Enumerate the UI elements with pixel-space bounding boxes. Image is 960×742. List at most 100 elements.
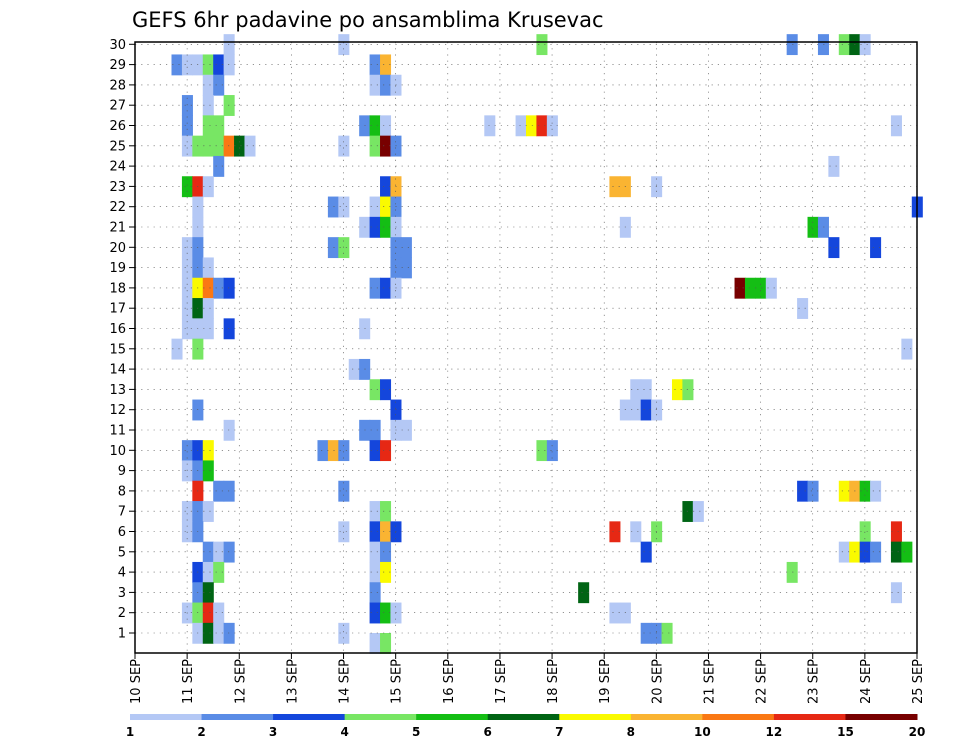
cell-m8-144 [338,480,350,502]
chart-title: GEFS 6hr padavine po ansamblima Krusevac [132,8,604,32]
cell-m26-27 [359,115,371,137]
cell-m18-88 [213,277,225,299]
ytick-label-9: 9 [118,464,126,479]
cell-m20-78 [828,237,840,259]
cell-m19-81 [192,257,204,279]
colorbar-label-4: 5 [412,725,420,739]
plot-frame [134,41,918,654]
cell-m23-52 [380,176,392,198]
cell-m29-9 [181,54,193,76]
cell-m5-169 [202,541,214,563]
cell-m13-113 [630,379,642,401]
colorbar-label-9: 12 [766,725,783,739]
cell-m4-185 [380,561,392,583]
cell-m21-66 [369,216,381,238]
cell-m4-181 [192,561,204,583]
cell-m18-87 [202,277,214,299]
xtick-label-13: 23 SEP [807,659,822,704]
ytick-label-29: 29 [109,58,126,73]
ytick-label-16: 16 [109,322,126,337]
cell-m4-183 [213,561,225,583]
ytick-label-10: 10 [109,444,126,459]
cell-m30-6 [849,34,861,56]
cell-m23-51 [202,176,214,198]
cell-m29-11 [202,54,214,76]
cell-m25-38 [202,135,214,157]
cell-m5-173 [380,541,392,563]
cell-m18-86 [192,277,204,299]
cell-m5-179 [890,541,902,563]
cell-m26-33 [536,115,548,137]
cell-m6-160 [338,521,350,543]
ytick-label-21: 21 [109,221,126,236]
cell-m20-79 [870,237,882,259]
cell-m26-32 [526,115,538,137]
cell-m7-154 [369,501,381,522]
cell-m25-39 [213,135,225,157]
cell-m8-150 [870,480,882,502]
ytick-label-14: 14 [109,363,126,378]
ytick-label-13: 13 [109,383,126,398]
cell-m26-24 [181,115,193,137]
ytick-label-1: 1 [118,627,126,642]
cell-m2-199 [609,602,621,624]
ytick-label-2: 2 [118,606,126,621]
cell-m19-83 [390,257,402,279]
cell-m16-101 [181,318,193,340]
cell-m30-0 [223,34,235,56]
cell-m29-10 [192,54,204,76]
colorbar-segment-5 [487,714,560,720]
colorbar: 1 2 3 4 5 6 7 8 10 12 15 20 [126,714,925,739]
cell-m27-23 [223,95,235,116]
cell-m29-15 [380,54,392,76]
cell-m28-17 [213,74,225,96]
colorbar-label-6: 7 [555,725,563,739]
cell-m10-135 [380,440,392,462]
ytick-label-15: 15 [109,342,126,357]
cell-m5-180 [901,541,913,563]
cell-m17-100 [797,298,809,319]
cell-m25-41 [234,135,246,157]
ytick-label-23: 23 [109,180,126,195]
ytick-label-5: 5 [118,545,126,560]
xtick-label-11: 21 SEP [702,659,717,704]
cell-m5-178 [870,541,882,563]
ytick-label-18: 18 [109,281,126,296]
cell-m24-47 [213,155,225,177]
cell-m28-18 [369,74,381,96]
colorbar-label-1: 2 [197,725,205,739]
cell-m14-110 [359,358,371,380]
cell-m19-82 [202,257,214,279]
cell-m25-36 [181,135,193,157]
ytick-label-25: 25 [109,139,126,154]
cell-m13-111 [369,379,381,401]
heatmap-cells [171,34,923,654]
colorbar-segment-8 [702,714,775,720]
cell-m26-35 [890,115,902,137]
cell-m18-93 [734,277,746,299]
cell-m13-114 [640,379,652,401]
colorbar-segment-3 [344,714,417,720]
cell-m26-31 [515,115,527,137]
cell-m1-206 [640,622,652,644]
cell-m26-26 [213,115,225,137]
cell-m24-48 [828,155,840,177]
cell-m12-120 [630,399,642,421]
x-axis: 10 SEP 11 SEP 12 SEP 13 SEP 14 SEP 15 SEP 16 S… [129,653,926,704]
cell-m3-188 [202,582,214,604]
cell-m5-175 [838,541,850,563]
cell-m12-121 [640,399,652,421]
colorbar-segment-7 [630,714,703,720]
xtick-label-12: 22 SEP [755,659,770,704]
cell-m26-28 [369,115,381,137]
cell-m5-177 [859,541,871,563]
cell-m18-96 [765,277,777,299]
cell-m21-67 [380,216,392,238]
cell-m26-25 [202,115,214,137]
xtick-label-0: 10 SEP [129,659,144,704]
cell-m26-29 [380,115,392,137]
cell-m29-13 [223,54,235,76]
colorbar-label-8: 10 [694,725,711,739]
ytick-label-12: 12 [109,403,126,418]
